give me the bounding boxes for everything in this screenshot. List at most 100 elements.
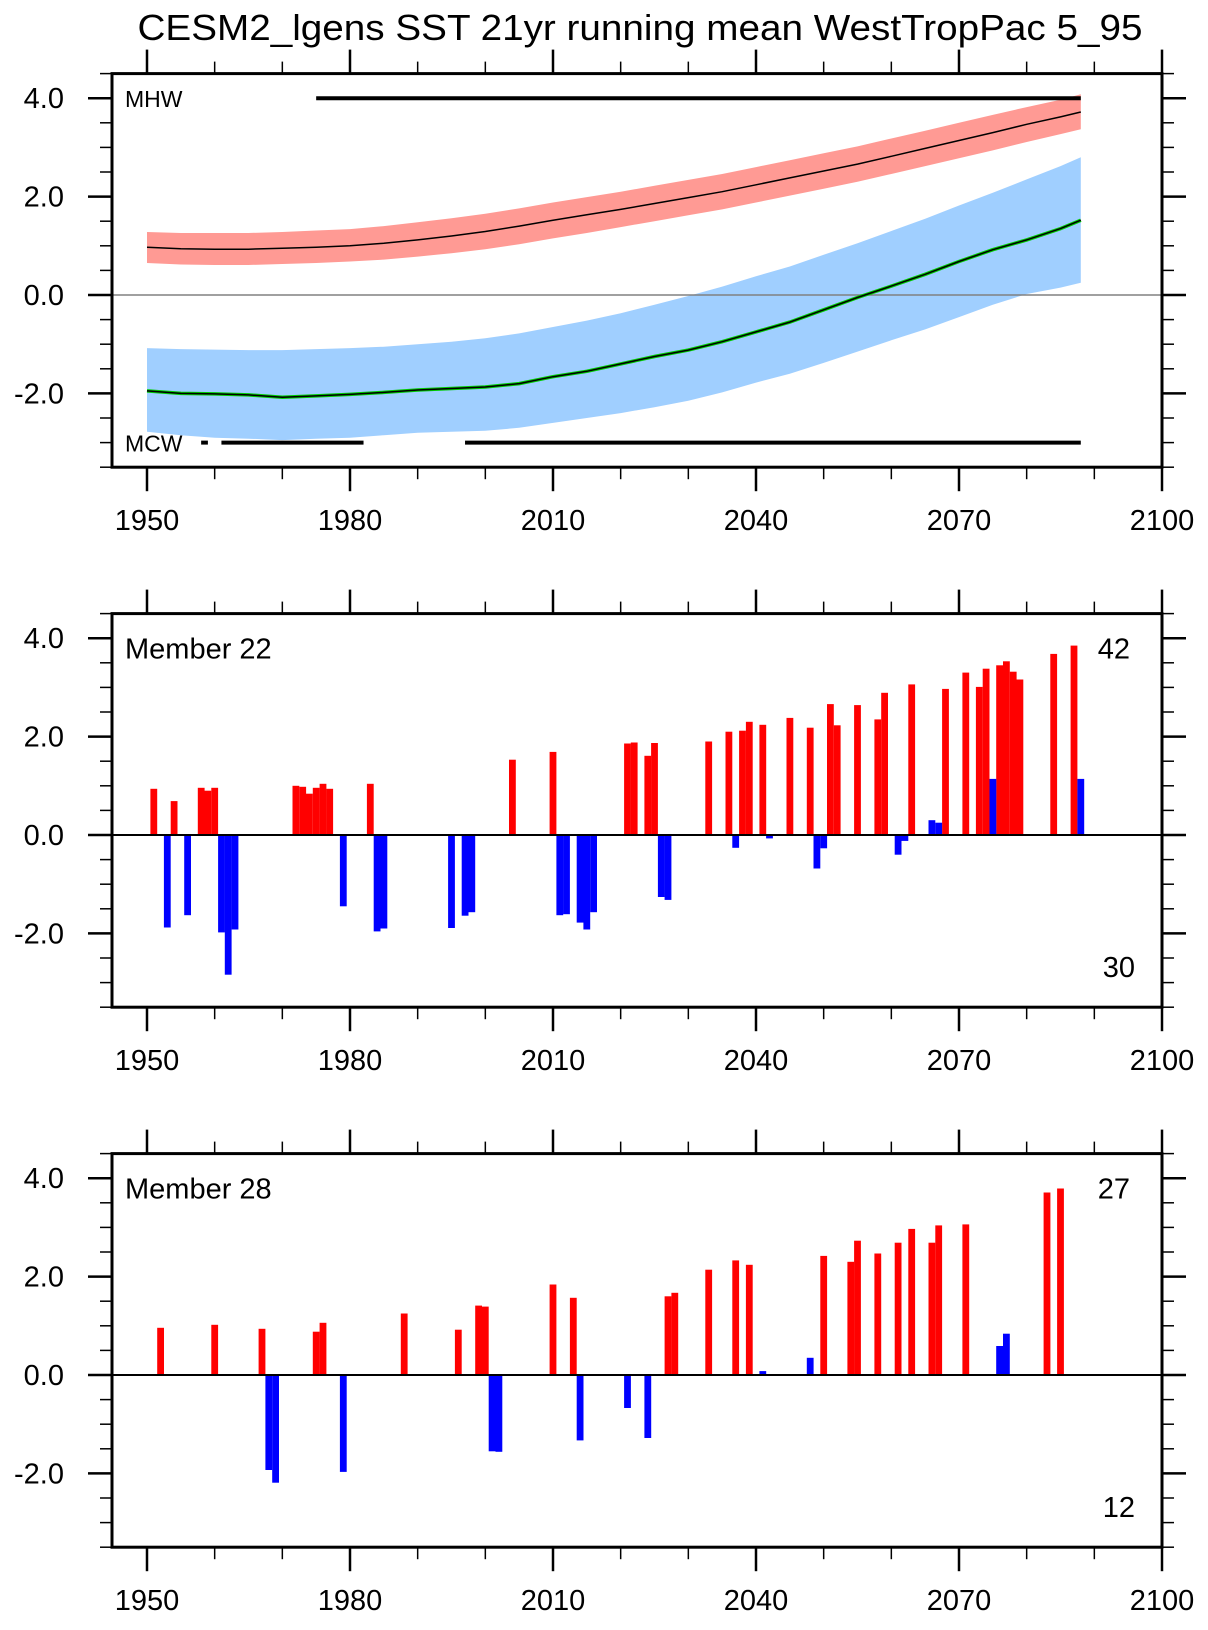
positive-bar [705,1269,713,1375]
positive-bar [664,1296,672,1375]
negative-bar [563,835,570,915]
positive-bar [1009,671,1017,835]
positive-bar [644,755,652,835]
x-tick-label: 1980 [318,505,383,537]
positive-bar [204,790,212,835]
positive-bar [745,721,753,835]
x-tick-label: 2040 [724,1045,789,1077]
positive-bar [211,1324,219,1375]
member-label: Member 28 [125,1174,272,1206]
x-tick-label: 2040 [724,505,789,537]
x-tick-label: 2100 [1130,1585,1195,1617]
x-tick-label: 2070 [927,1585,992,1617]
x-tick-label: 1980 [318,1585,383,1617]
negative-bar [224,835,232,975]
member-label: Member 22 [125,634,272,666]
positive-bar [942,688,949,835]
x-tick-label: 1980 [318,1045,383,1077]
x-tick-label: 2070 [927,1045,992,1077]
mcw-envelope-band [147,157,1081,441]
positive-bar [1057,1188,1064,1375]
negative-bar [461,835,469,916]
positive-bar [820,1255,828,1375]
panel-member-28: 1950 1980 2010 2040 2070 2100 4.0 2.0 0.0 -2.0 Mem… [14,1129,1195,1617]
positive-bar [157,1327,164,1375]
positive-bar [475,1305,482,1375]
negative-bar [272,1375,279,1483]
positive-bar [854,1240,861,1375]
negative-bar [339,835,347,907]
positive-bar [319,1322,327,1375]
positive-bar [624,743,631,835]
negative-bar [644,1375,652,1438]
positive-bar [481,1306,489,1375]
positive-bar [312,1331,320,1375]
negative-bar [373,835,381,932]
negative-bar [488,1375,496,1452]
negative-bar [935,822,943,835]
positive-bar [759,724,767,835]
positive-bar [299,786,307,835]
positive-bar [847,1261,855,1375]
negative-bar [583,835,591,930]
y-tick-label: -2.0 [14,378,64,410]
positive-bar [894,1242,902,1375]
mcw-mean-line [146,219,1082,399]
y-tick-label: -2.0 [14,1458,64,1490]
negative-bar [590,835,597,913]
positive-bar [1070,645,1078,835]
chart-title: CESM2_lgens SST 21yr running mean WestTr… [138,7,1143,48]
positive-bar [732,1260,740,1375]
mhw-envelope-band [147,94,1081,265]
positive-bar [366,783,374,835]
negative-bar [1003,1333,1010,1375]
positive-bar [908,1228,916,1375]
positive-bar [312,787,320,835]
positive-bar [996,665,1003,835]
negative-bar [380,835,388,929]
x-tick-label: 2100 [1130,505,1195,537]
negative-bar [732,835,740,848]
positive-bar [671,1292,679,1375]
panel-member-22: 1950 1980 2010 2040 2070 2100 4.0 2.0 0.0 -2.0 Mem… [14,589,1195,1077]
negative-bar [448,835,455,928]
positive-bar [806,727,814,835]
negative-bar [468,835,476,913]
negative-bar [894,835,902,855]
positive-bar [549,751,557,835]
positive-bar [745,1264,753,1375]
positive-bar [306,793,313,835]
negative-bar [495,1375,503,1452]
x-tick-label: 2040 [724,1585,789,1617]
positive-bar [319,783,327,835]
negative-count: 30 [1103,952,1135,984]
negative-bar [901,835,909,841]
panel-ensemble-envelope: 1950 1980 2010 2040 2070 2100 4.0 2.0 0.0 -2.0 MHW… [14,49,1195,537]
mcw-label: MCW [125,431,183,457]
positive-bar [935,1225,943,1375]
negative-bar [339,1375,347,1472]
negative-bar [624,1375,631,1408]
positive-bar [170,801,178,835]
negative-bar [820,835,828,849]
positive-bar [509,759,516,835]
negative-bar [806,1357,814,1375]
y-tick-label: 2.0 [24,722,64,754]
positive-bar [1050,653,1058,835]
x-tick-label: 1950 [115,1045,180,1077]
x-tick-label: 2100 [1130,1045,1195,1077]
negative-bar [928,820,936,835]
positive-bar [258,1328,266,1375]
positive-bar [454,1329,462,1375]
negative-bar [657,835,665,897]
negative-count: 12 [1103,1492,1135,1524]
y-tick-label: 0.0 [24,280,64,312]
plot-frame [110,612,1164,1009]
y-tick-label: 0.0 [24,820,64,852]
positive-bar [1043,1192,1051,1375]
negative-bar [556,835,564,916]
x-tick-label: 2010 [521,1045,586,1077]
positive-bar [569,1297,577,1375]
positive-bar [982,668,990,835]
mhw-label: MHW [125,86,183,112]
